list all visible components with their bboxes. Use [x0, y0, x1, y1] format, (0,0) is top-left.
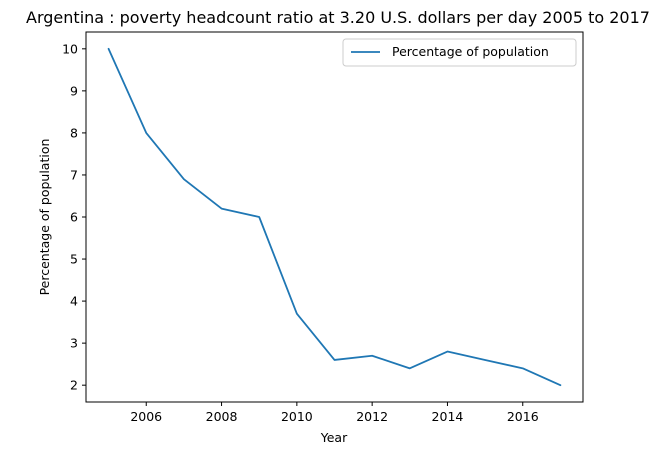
x-axis-label: Year: [320, 430, 348, 445]
x-axis-ticks: 2006 2008 2010 2012 2014 2016: [130, 402, 539, 424]
y-tick-label: 5: [70, 252, 78, 267]
y-tick-label: 7: [70, 167, 78, 182]
axes-frame: [85, 31, 584, 403]
plot-area: [107, 47, 562, 387]
legend-label: Percentage of population: [392, 44, 549, 59]
y-tick-label: 4: [70, 294, 78, 309]
x-tick-label: 2014: [432, 409, 464, 424]
x-tick-label: 2008: [206, 409, 238, 424]
y-tick-label: 8: [70, 125, 78, 140]
x-tick-label: 2010: [281, 409, 313, 424]
y-tick-label: 10: [62, 41, 78, 56]
legend-box: [342, 38, 577, 67]
y-tick-label: 6: [70, 210, 78, 225]
y-axis-label: Percentage of population: [37, 139, 52, 296]
chart-title: Argentina : poverty headcount ratio at 3…: [26, 8, 650, 27]
x-tick-label: 2006: [130, 409, 162, 424]
y-tick-label: 2: [70, 378, 78, 393]
y-axis-ticks: 2 3 4 5 6 7 8 9 10: [62, 41, 86, 393]
x-tick-label: 2016: [507, 409, 539, 424]
series-line: [107, 47, 562, 387]
legend: Percentage of population: [342, 38, 577, 67]
x-tick-label: 2012: [356, 409, 388, 424]
y-tick-label: 9: [70, 83, 78, 98]
y-tick-label: 3: [70, 336, 78, 351]
